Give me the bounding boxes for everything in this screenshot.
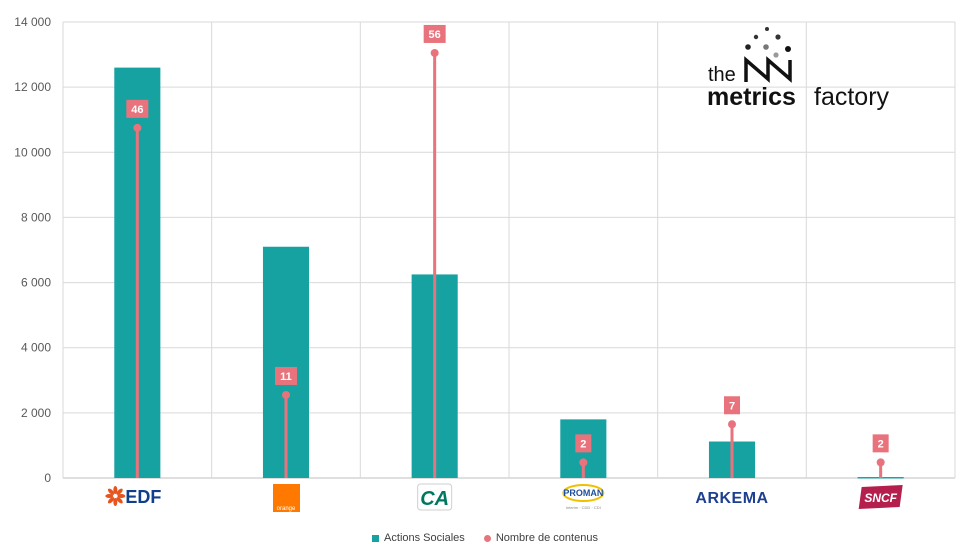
data-label-box <box>724 396 740 415</box>
legend-dot-icon <box>483 534 491 542</box>
category-logo: CA <box>417 483 453 511</box>
category-label: CA <box>420 488 449 510</box>
y-tick-label: 4 000 <box>21 341 51 355</box>
sncf-logo-icon <box>858 485 903 509</box>
lollipop-marker <box>282 390 290 399</box>
category-label: orange <box>277 506 296 512</box>
edf-ray <box>105 494 114 498</box>
data-label-box <box>423 24 446 43</box>
edf-ray <box>116 488 123 495</box>
orange-logo-icon <box>273 484 300 512</box>
category-label: PROMAN <box>563 488 603 498</box>
y-tick-label: 0 <box>44 471 51 485</box>
y-axis: 0 2 000 4 000 6 000 8 000 10 000 12 000 14 000 <box>14 15 51 485</box>
category-logo: orange <box>273 484 300 512</box>
logo-factory: factory <box>814 83 890 111</box>
data-label: 2 <box>878 438 884 450</box>
lollipop-marker <box>430 48 439 57</box>
y-tick-label: 14 000 <box>14 15 51 29</box>
edf-ray <box>113 486 118 494</box>
metrics-factory-logo: the metrics factory <box>707 27 890 111</box>
legend-label-lollipop: Nombre de contenus <box>495 532 598 544</box>
data-label: 7 <box>729 400 735 412</box>
grid <box>62 21 956 479</box>
category-logo: ARKEMA <box>695 490 768 507</box>
legend-swatch-icon <box>372 534 380 542</box>
lollipop-marker <box>728 420 736 429</box>
logo-metrics: metrics <box>707 83 796 111</box>
category-logo: PROMAN Interim · CDD · CDI <box>562 484 605 510</box>
lollipop-marker <box>579 458 588 467</box>
ca-logo-frame <box>417 483 453 511</box>
y-tick-label: 8 000 <box>21 210 51 224</box>
data-label-box <box>126 99 149 118</box>
lollipop-marker <box>133 123 142 132</box>
edf-ray <box>107 488 115 495</box>
x-axis: EDF orange CA PROMAN Interim · CDD · CDI ARKE… <box>105 483 903 512</box>
category-label: SNCF <box>864 491 897 505</box>
edf-ray <box>113 498 118 506</box>
y-tick-label: 2 000 <box>21 406 51 420</box>
legend-label-bars: Actions Sociales <box>384 532 465 544</box>
edf-ray <box>116 497 123 504</box>
legend: Actions Sociales Nombre de contenus <box>0 532 970 545</box>
legend-item-lollipop: Nombre de contenus <box>483 532 598 544</box>
edf-logo-icon <box>105 486 126 506</box>
data-label: 11 <box>280 371 292 383</box>
data-label-box <box>872 434 889 453</box>
y-tick-label: 10 000 <box>14 145 51 159</box>
category-label: ARKEMA <box>695 490 768 507</box>
data-label-box <box>575 434 592 453</box>
lollipops: 46 11 56 2 7 2 <box>126 24 889 478</box>
category-sublabel: Interim · CDD · CDI <box>566 505 601 510</box>
category-logo: SNCF <box>858 485 903 509</box>
logo-dots-icon <box>744 27 792 83</box>
category-label: EDF <box>125 487 161 507</box>
lollipop-marker <box>876 458 885 467</box>
proman-logo-icon <box>562 484 605 502</box>
data-label: 56 <box>429 29 441 41</box>
legend-item-bars: Actions Sociales <box>372 532 465 544</box>
category-logo: EDF <box>105 486 161 507</box>
logo-the: the <box>708 64 736 86</box>
data-label: 2 <box>580 438 586 450</box>
edf-ray <box>117 494 126 498</box>
edf-ray <box>107 497 115 504</box>
data-label-box <box>275 366 297 385</box>
y-tick-label: 12 000 <box>14 80 51 94</box>
y-tick-label: 6 000 <box>21 276 51 290</box>
data-label: 46 <box>131 104 143 116</box>
